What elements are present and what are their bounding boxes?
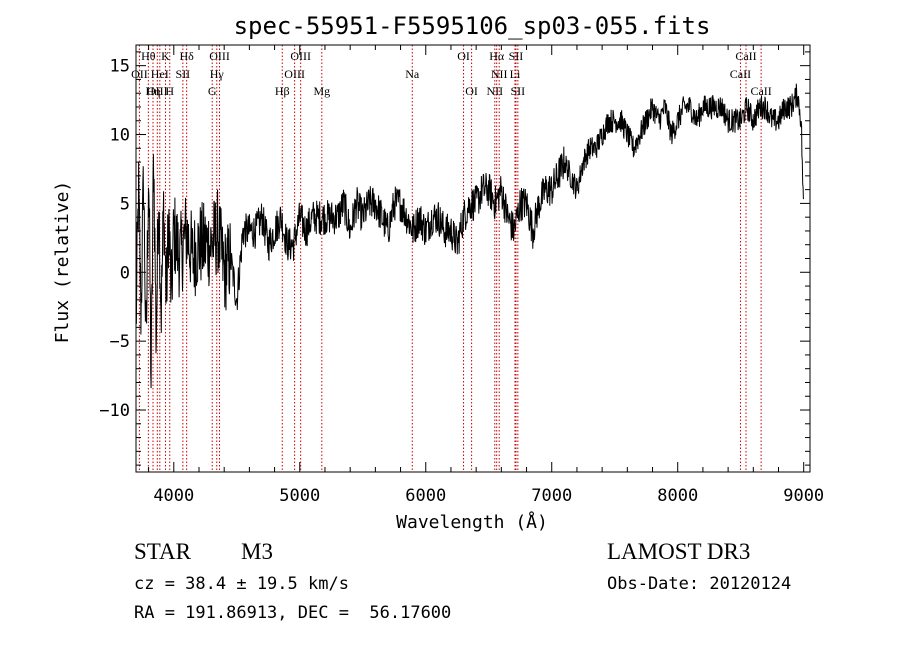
line-label: HeI (151, 67, 169, 81)
y-axis: 15 10 5 0 −5 −10 (99, 51, 810, 466)
spectrum-line (135, 83, 804, 389)
x-tick-label: 9000 (783, 486, 824, 506)
line-label: CaII (730, 67, 751, 81)
x-tick-label: 4000 (153, 486, 194, 506)
line-label: OI (457, 49, 470, 63)
line-label: Hθ (141, 49, 156, 63)
line-label: H (165, 84, 174, 98)
line-label: OI (465, 84, 478, 98)
y-tick-label: 10 (110, 126, 130, 146)
x-tick-label: 6000 (405, 486, 446, 506)
y-tick-label: 15 (110, 57, 130, 77)
x-axis-label: Wavelength (Å) (396, 511, 548, 533)
series-group (135, 83, 804, 389)
line-label: NII (491, 67, 508, 81)
line-label: Hα (489, 49, 505, 63)
line-label: NII (486, 84, 503, 98)
y-axis-label: Flux (relative) (52, 181, 73, 344)
line-label: K (161, 49, 170, 63)
line-label: Hβ (275, 84, 290, 98)
x-tick-label: 5000 (279, 486, 320, 506)
line-label: SII (176, 67, 191, 81)
survey-name: LAMOST DR3 (607, 539, 751, 564)
x-tick-label: 7000 (531, 486, 572, 506)
line-label: Na (405, 67, 420, 81)
line-label: Hη (146, 84, 161, 98)
obs-date: Obs-Date: 20120124 (607, 574, 792, 594)
line-label: G (208, 84, 217, 98)
line-label: Hδ (179, 49, 194, 63)
line-label: CaII (735, 49, 756, 63)
x-axis: 4000 5000 6000 7000 8000 9000 (148, 45, 824, 506)
line-label: Hγ (210, 67, 225, 81)
line-label: OIII (284, 67, 305, 81)
y-tick-label: −10 (99, 401, 130, 421)
line-label: Mg (313, 84, 330, 98)
object-subclass: M3 (241, 539, 273, 564)
line-label: CaII (750, 84, 771, 98)
redshift-cz: cz = 38.4 ± 19.5 km/s (134, 574, 349, 594)
line-label: OIII (290, 49, 311, 63)
line-label: OII (131, 67, 148, 81)
line-label: SII (511, 84, 526, 98)
emission-lines (138, 45, 762, 472)
y-tick-label: 5 (120, 194, 130, 214)
line-label: Li (510, 67, 521, 81)
chart-title: spec-55951-F5595106_sp03-055.fits (234, 12, 711, 40)
x-tick-label: 8000 (657, 486, 698, 506)
y-tick-label: −5 (110, 332, 130, 352)
object-class: STAR (134, 539, 191, 564)
line-label: SII (509, 49, 524, 63)
y-tick-label: 0 (120, 263, 130, 283)
line-label: OIII (209, 49, 230, 63)
coordinates: RA = 191.86913, DEC = 56.17600 (134, 603, 452, 623)
line-label: OIII (147, 84, 168, 98)
